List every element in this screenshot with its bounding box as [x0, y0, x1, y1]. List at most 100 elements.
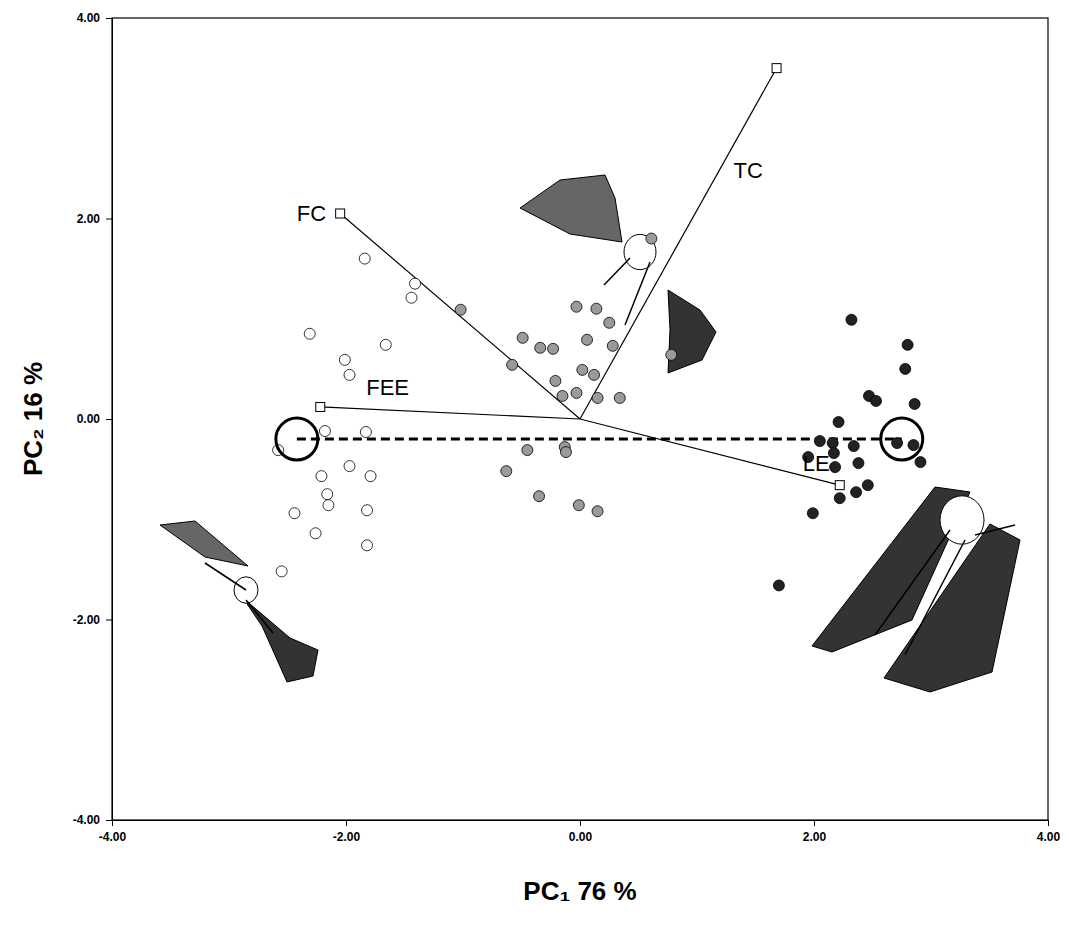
- point: [827, 438, 838, 449]
- point: [501, 466, 512, 477]
- point: [773, 580, 784, 591]
- point: [892, 438, 903, 449]
- point: [571, 387, 582, 398]
- tick-mark: [346, 820, 347, 826]
- point: [517, 332, 528, 343]
- point: [323, 500, 334, 511]
- loading-vector: [580, 68, 777, 419]
- tick: 2.00: [77, 212, 112, 226]
- vector-end: [772, 64, 781, 73]
- tick: -2.00: [333, 820, 361, 844]
- tick-mark: [106, 419, 112, 420]
- loading-vector: [580, 419, 840, 485]
- leg: [905, 540, 965, 655]
- point: [614, 392, 625, 403]
- point: [833, 417, 844, 428]
- point: [846, 314, 857, 325]
- point: [406, 292, 417, 303]
- leg: [205, 563, 246, 590]
- tick: -4.00: [73, 813, 112, 827]
- point: [604, 317, 615, 328]
- tick: -4.00: [99, 820, 127, 844]
- point: [915, 457, 926, 468]
- point: [830, 462, 841, 473]
- tick-label: 4.00: [1037, 830, 1061, 844]
- point: [577, 364, 588, 375]
- point: [319, 426, 330, 437]
- point: [902, 339, 913, 350]
- illustrations: [160, 175, 1020, 692]
- point: [365, 471, 376, 482]
- tick-mark: [814, 820, 815, 826]
- point: [359, 253, 370, 264]
- chart: -4.00-2.000.002.004.00-4.00-2.000.002.00…: [0, 0, 1069, 930]
- tick-mark: [106, 219, 112, 220]
- point: [834, 493, 845, 504]
- vector-end: [336, 209, 345, 218]
- vector-label: LE: [803, 451, 830, 476]
- tick-label: 2.00: [803, 830, 827, 844]
- point: [862, 480, 873, 491]
- point: [322, 489, 333, 500]
- point: [582, 334, 593, 345]
- point: [410, 278, 421, 289]
- tick: -2.00: [73, 613, 112, 627]
- point: [560, 447, 571, 458]
- point: [316, 471, 327, 482]
- point: [908, 440, 919, 451]
- point: [310, 528, 321, 539]
- point: [360, 427, 371, 438]
- point: [550, 375, 561, 386]
- loading-vector: [320, 407, 580, 419]
- wing: [884, 524, 1020, 692]
- point: [909, 398, 920, 409]
- leg: [875, 530, 950, 635]
- point: [814, 436, 825, 447]
- point: [591, 303, 602, 314]
- axis-line: [113, 821, 1049, 827]
- point: [592, 392, 603, 403]
- point: [344, 461, 355, 472]
- tick-label: 4.00: [77, 11, 101, 25]
- point: [607, 340, 618, 351]
- tick-label: -4.00: [99, 830, 127, 844]
- tick: 0.00: [569, 820, 593, 844]
- tick: 4.00: [1037, 820, 1061, 844]
- point: [289, 508, 300, 519]
- plot-frame: [112, 18, 1048, 820]
- point: [507, 359, 518, 370]
- point: [573, 500, 584, 511]
- point: [557, 390, 568, 401]
- point: [339, 354, 350, 365]
- point: [380, 339, 391, 350]
- point: [455, 304, 466, 315]
- point: [304, 328, 315, 339]
- wing: [243, 598, 318, 682]
- tick-mark: [580, 820, 581, 826]
- axis-line: [106, 19, 113, 821]
- leg: [975, 525, 1015, 535]
- point: [871, 395, 882, 406]
- leg: [604, 258, 630, 285]
- point: [592, 506, 603, 517]
- centroid: [276, 418, 318, 460]
- tick-mark: [1048, 820, 1049, 826]
- point: [548, 343, 559, 354]
- point: [848, 441, 859, 452]
- y-axis-title: PC₂ 16 %: [18, 362, 48, 476]
- point: [522, 445, 533, 456]
- point: [571, 301, 582, 312]
- point: [646, 233, 657, 244]
- centroid-line: [297, 438, 902, 441]
- y-axis: -4.00-2.000.002.004.00: [73, 11, 113, 827]
- point: [276, 566, 287, 577]
- point: [362, 505, 373, 516]
- wing: [520, 175, 622, 242]
- wing: [160, 521, 248, 566]
- vector-label: TC: [734, 158, 763, 183]
- tick-label: -2.00: [73, 613, 101, 627]
- point: [589, 369, 600, 380]
- plot-area: [273, 64, 926, 591]
- vector-label: FEE: [366, 375, 409, 400]
- x-axis-title: PC₁ 76 %: [523, 876, 636, 906]
